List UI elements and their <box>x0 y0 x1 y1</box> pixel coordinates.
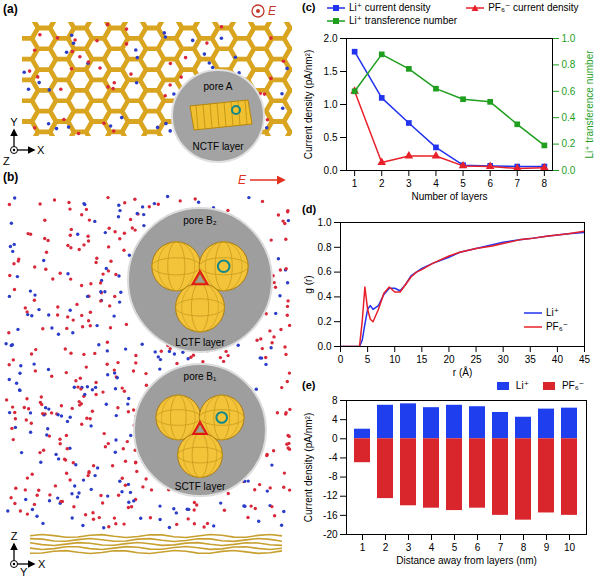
svg-text:3: 3 <box>406 178 412 189</box>
svg-text:45: 45 <box>579 354 591 365</box>
html-text:(d): (d) <box>302 203 316 215</box>
svg-text:10: 10 <box>564 542 576 553</box>
svg-text:1: 1 <box>360 542 366 553</box>
html-text:Li⁺ transference number: Li⁺ transference number <box>349 15 458 26</box>
svg-text:Y: Y <box>20 566 28 577</box>
svg-text:X: X <box>37 144 45 156</box>
svg-text:1.0: 1.0 <box>562 33 576 44</box>
svg-text:-4: -4 <box>329 452 338 463</box>
svg-text:1.0: 1.0 <box>324 99 338 110</box>
svg-text:5: 5 <box>460 178 466 189</box>
svg-text:-12: -12 <box>323 490 338 501</box>
svg-text:8: 8 <box>542 178 548 189</box>
svg-text:7: 7 <box>514 178 520 189</box>
svg-text:Current density (pA/nm²): Current density (pA/nm²) <box>303 50 314 159</box>
html-text:Li⁺: Li⁺ <box>515 380 529 391</box>
svg-text:2: 2 <box>379 178 385 189</box>
svg-text:0.2: 0.2 <box>562 138 576 149</box>
svg-text:4: 4 <box>332 414 338 425</box>
svg-text:5: 5 <box>365 354 371 365</box>
svg-text:g (r): g (r) <box>303 275 314 293</box>
svg-text:0: 0 <box>332 433 338 444</box>
svg-text:(b): (b) <box>3 170 18 184</box>
svg-text:3: 3 <box>406 542 412 553</box>
svg-text:0.6: 0.6 <box>318 266 332 277</box>
svg-text:Current density (pA/nm²): Current density (pA/nm²) <box>303 413 314 522</box>
svg-text:-8: -8 <box>329 471 338 482</box>
svg-text:0.8: 0.8 <box>562 59 576 70</box>
svg-text:15: 15 <box>416 354 428 365</box>
svg-text:8: 8 <box>521 542 527 553</box>
svg-text:25: 25 <box>470 354 482 365</box>
svg-text:0.4: 0.4 <box>562 112 576 123</box>
svg-text:0.0: 0.0 <box>324 165 338 176</box>
svg-text:X: X <box>38 558 46 570</box>
svg-text:20: 20 <box>443 354 455 365</box>
svg-text:0: 0 <box>338 354 344 365</box>
svg-text:0.6: 0.6 <box>562 86 576 97</box>
svg-text:35: 35 <box>525 354 537 365</box>
html-text:PF₆⁻: PF₆⁻ <box>545 321 568 332</box>
svg-text:1.5: 1.5 <box>324 66 338 77</box>
svg-text:Z: Z <box>11 530 18 542</box>
svg-text:(a): (a) <box>3 2 18 16</box>
svg-text:Y: Y <box>10 116 18 128</box>
html-text:PF₆⁻ current density: PF₆⁻ current density <box>488 2 579 13</box>
svg-text:Number of layers: Number of layers <box>411 191 487 202</box>
svg-text:7: 7 <box>498 542 504 553</box>
svg-text:pore B₂: pore B₂ <box>183 215 216 226</box>
svg-text:30: 30 <box>498 354 510 365</box>
svg-text:-16: -16 <box>323 510 338 521</box>
svg-text:SCTF layer: SCTF layer <box>175 481 226 492</box>
svg-text:r (Å): r (Å) <box>453 366 472 378</box>
svg-text:4: 4 <box>429 542 435 553</box>
svg-text:0.0: 0.0 <box>318 341 332 352</box>
svg-text:0.5: 0.5 <box>324 132 338 143</box>
svg-text:E: E <box>268 4 277 18</box>
svg-text:1: 1 <box>352 178 358 189</box>
svg-text:2.0: 2.0 <box>324 33 338 44</box>
svg-text:10: 10 <box>389 354 401 365</box>
svg-text:NCTF layer: NCTF layer <box>192 141 244 152</box>
html-text:PF₆⁻: PF₆⁻ <box>561 380 584 391</box>
html-text:(e): (e) <box>302 379 316 391</box>
svg-text:5: 5 <box>452 542 458 553</box>
svg-text:0.8: 0.8 <box>318 242 332 253</box>
svg-text:Z: Z <box>3 155 10 167</box>
svg-text:pore A: pore A <box>204 81 233 92</box>
svg-text:2: 2 <box>383 542 389 553</box>
svg-text:0.2: 0.2 <box>318 316 332 327</box>
svg-text:0.0: 0.0 <box>562 165 576 176</box>
svg-text:Distance away from layers (nm): Distance away from layers (nm) <box>396 555 537 566</box>
svg-text:Li⁺ transference number: Li⁺ transference number <box>584 50 595 159</box>
svg-text:4: 4 <box>433 178 439 189</box>
svg-text:9: 9 <box>544 542 550 553</box>
svg-text:6: 6 <box>487 178 493 189</box>
svg-text:6: 6 <box>475 542 481 553</box>
svg-text:pore B₁: pore B₁ <box>184 371 217 382</box>
html-text:Li⁺: Li⁺ <box>545 307 559 318</box>
svg-text:-20: -20 <box>323 529 338 540</box>
svg-text:LCTF layer: LCTF layer <box>175 337 225 348</box>
svg-text:40: 40 <box>552 354 564 365</box>
html-text:(c): (c) <box>302 1 316 13</box>
svg-text:1.0: 1.0 <box>318 217 332 228</box>
svg-text:0.4: 0.4 <box>318 291 332 302</box>
svg-text:E: E <box>238 173 247 187</box>
svg-text:8: 8 <box>332 395 338 406</box>
html-text:Li⁺ current density: Li⁺ current density <box>349 2 431 13</box>
